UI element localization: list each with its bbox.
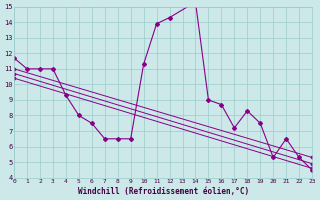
X-axis label: Windchill (Refroidissement éolien,°C): Windchill (Refroidissement éolien,°C) (77, 187, 249, 196)
